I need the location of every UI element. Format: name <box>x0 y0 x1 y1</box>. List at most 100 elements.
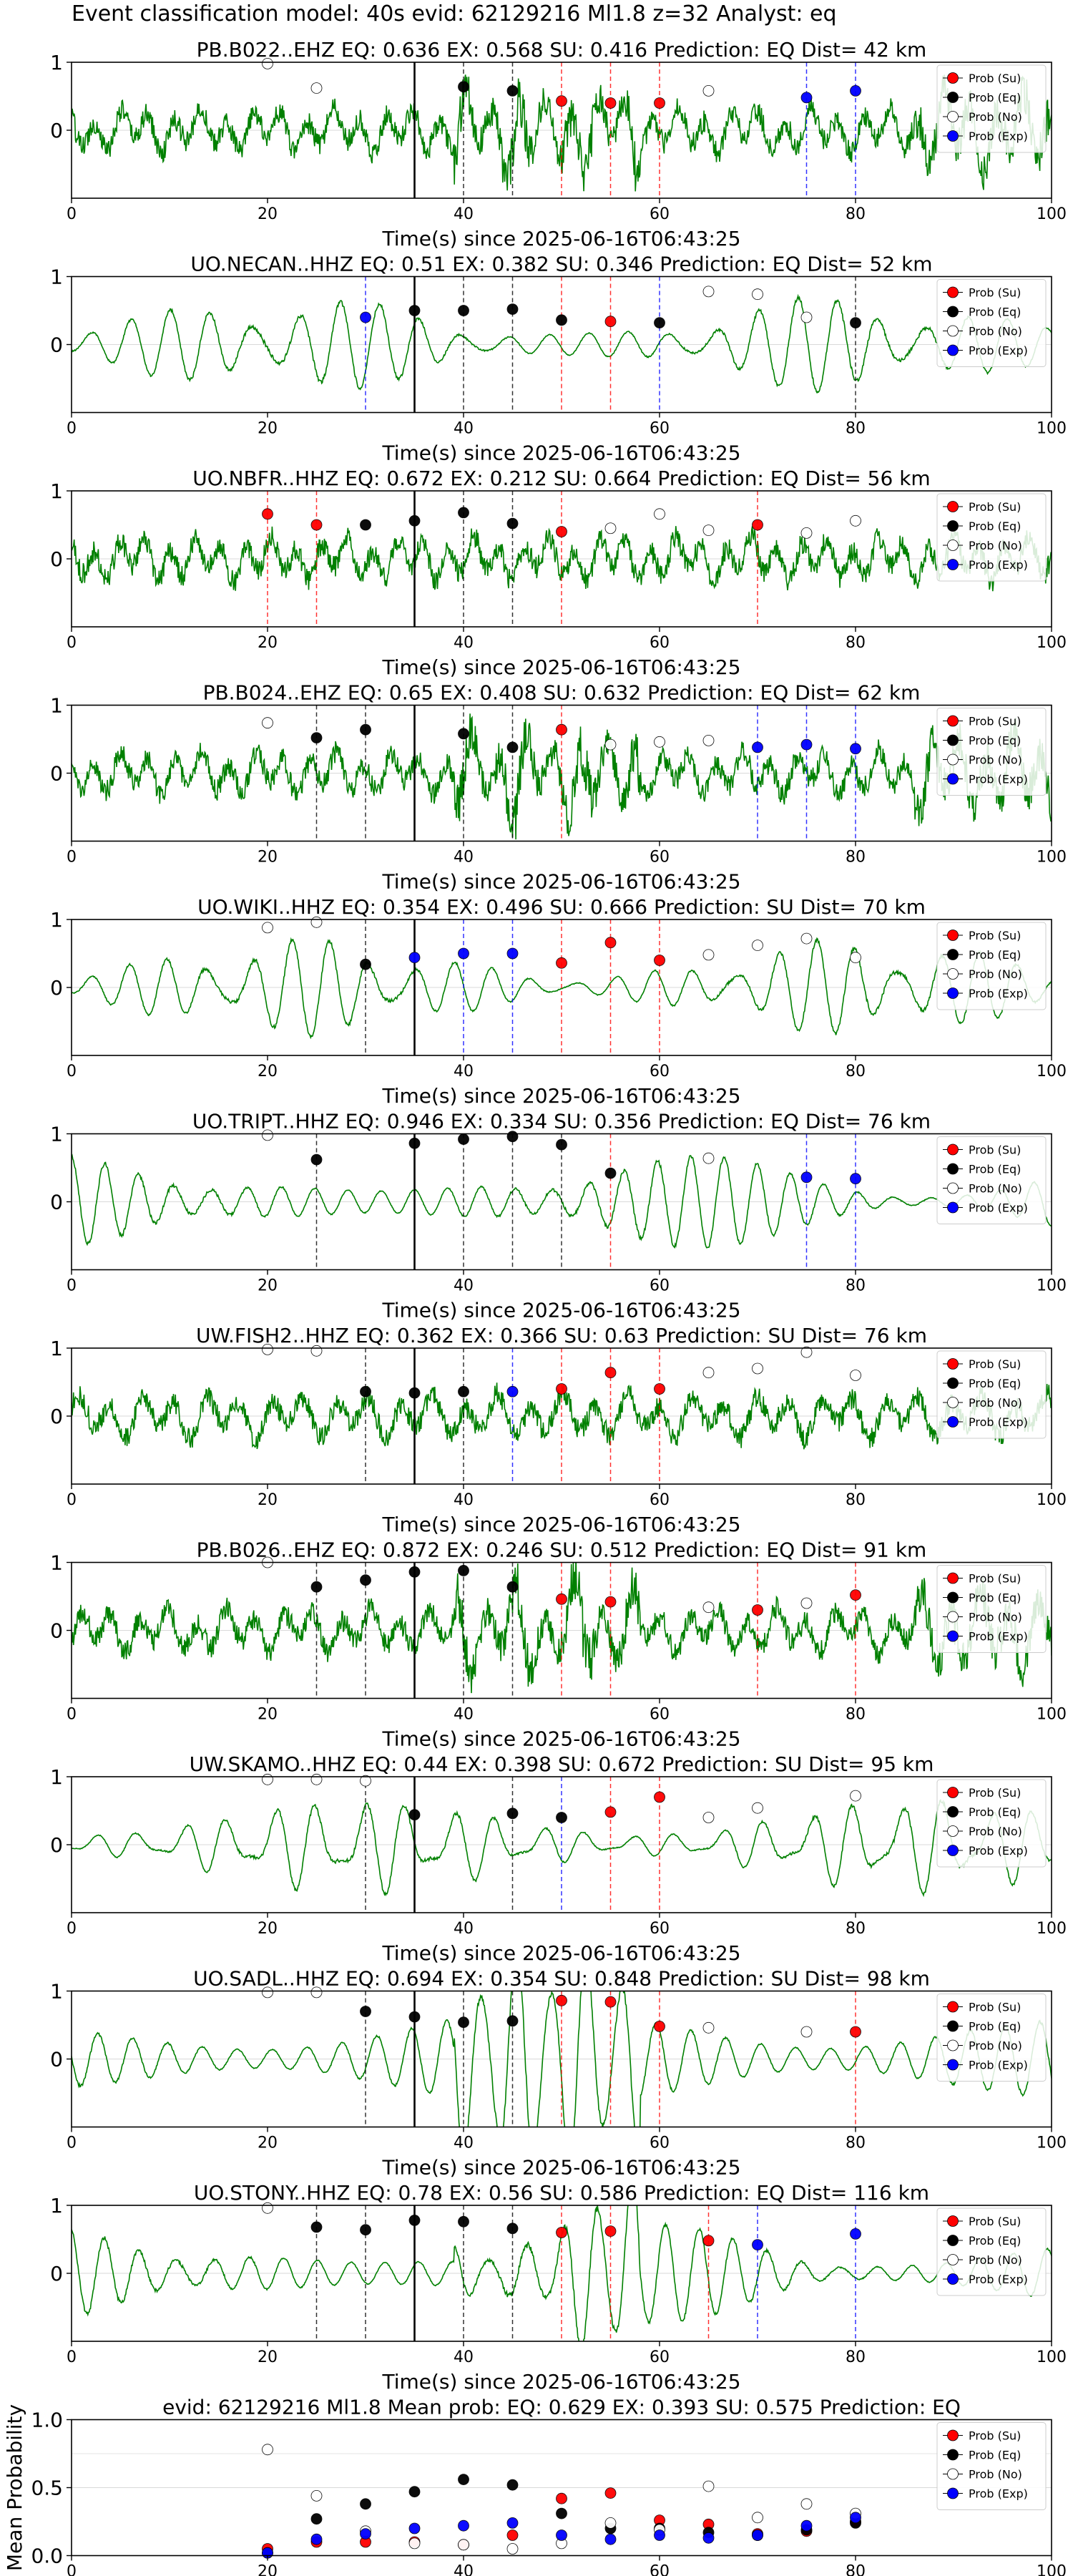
legend-label: Prob (Su) <box>969 2001 1021 2014</box>
x-tick-label: 80 <box>846 2348 866 2366</box>
legend-label: Prob (Exp) <box>969 1415 1028 1429</box>
probability-point <box>604 522 617 535</box>
x-tick-label: 40 <box>454 849 474 867</box>
probability-point <box>850 514 861 527</box>
legend-label: Prob (No) <box>969 2253 1022 2267</box>
x-tick-label: 0 <box>67 634 77 652</box>
mean-probability-point <box>604 2533 617 2545</box>
probability-point <box>556 1138 567 1151</box>
probability-point <box>702 1812 715 1823</box>
probability-point <box>654 736 665 748</box>
x-tick-label: 20 <box>258 1920 278 1938</box>
probability-point <box>654 955 665 966</box>
legend-label: Prob (No) <box>969 2468 1022 2482</box>
panel-title: UO.STONY..HHZ EQ: 0.78 EX: 0.56 SU: 0.58… <box>194 2181 929 2205</box>
legend-label: Prob (Eq) <box>969 1163 1021 1176</box>
mean-probability-point <box>752 2512 763 2524</box>
y-tick-label: 0 <box>50 547 63 571</box>
y-tick-label: 1.0 <box>31 2409 63 2432</box>
probability-point <box>360 311 371 323</box>
waveform-panel: UO.TRIPT..HHZ EQ: 0.946 EX: 0.334 SU: 0.… <box>50 1110 1067 1322</box>
waveform-trace <box>72 1562 1052 1694</box>
y-tick-label: 1 <box>50 1123 63 1146</box>
x-axis-label: Time(s) since 2025-06-16T06:43:25 <box>381 655 740 679</box>
x-tick-label: 80 <box>846 2135 866 2152</box>
y-tick-label: 1 <box>50 2194 63 2218</box>
probability-point <box>556 95 567 107</box>
x-tick-label: 100 <box>1037 1063 1067 1080</box>
x-tick-label: 40 <box>454 1277 474 1295</box>
probability-point <box>752 1604 763 1616</box>
legend-marker <box>947 1787 959 1798</box>
probability-point <box>506 1385 519 1397</box>
x-tick-label: 20 <box>258 1491 278 1509</box>
x-tick-label: 60 <box>650 849 670 867</box>
y-tick-label: 0 <box>50 333 63 357</box>
legend-marker <box>947 1416 959 1428</box>
legend-marker <box>947 1397 959 1408</box>
x-tick-label: 100 <box>1037 1920 1067 1938</box>
probability-point <box>310 1153 323 1166</box>
x-axis-label: Time(s) since 2025-06-16T06:43:25 <box>381 441 740 465</box>
mean-probability-point <box>752 2529 763 2541</box>
x-tick-label: 60 <box>650 2348 670 2366</box>
x-tick-label: 80 <box>846 849 866 867</box>
x-axis-label: Time(s) since 2025-06-16T06:43:25 <box>381 1727 740 1751</box>
waveform-panel: UO.SADL..HHZ EQ: 0.694 EX: 0.354 SU: 0.8… <box>50 1967 1067 2180</box>
probability-point <box>752 940 763 951</box>
x-tick-label: 0 <box>67 1491 77 1509</box>
probability-point <box>458 947 469 960</box>
probability-point <box>702 1367 715 1379</box>
probability-point <box>408 1137 421 1149</box>
probability-point <box>556 1383 567 1395</box>
mean-probability-point <box>506 2479 519 2491</box>
legend-marker <box>947 715 959 727</box>
legend-label: Prob (No) <box>969 1182 1022 1196</box>
x-tick-label: 100 <box>1037 1491 1067 1509</box>
x-tick-label: 20 <box>258 2135 278 2152</box>
legend-marker <box>947 2001 959 2013</box>
x-tick-label: 80 <box>846 1491 866 1509</box>
mean-probability-point <box>458 2539 469 2551</box>
probability-point <box>850 2228 861 2240</box>
legend-box <box>936 1994 1047 2082</box>
legend-label: Prob (Su) <box>969 500 1021 514</box>
legend-label: Prob (Exp) <box>969 1201 1028 1215</box>
probability-point <box>458 507 469 519</box>
probability-point <box>310 732 323 743</box>
probability-point <box>506 2015 519 2027</box>
y-tick-label: 0 <box>50 762 63 786</box>
probability-point <box>800 92 813 104</box>
x-tick-label: 0 <box>67 2563 77 2576</box>
legend-label: Prob (Eq) <box>969 1377 1021 1390</box>
x-tick-label: 100 <box>1037 2135 1067 2152</box>
legend-label: Prob (No) <box>969 1611 1022 1624</box>
x-tick-label: 60 <box>650 2135 670 2152</box>
legend-marker <box>947 1163 959 1175</box>
probability-point <box>506 1807 519 1820</box>
mean-probability-point <box>262 2444 273 2456</box>
x-tick-label: 80 <box>846 1920 866 1938</box>
probability-point <box>604 316 617 328</box>
y-tick-label: 1 <box>50 908 63 932</box>
mean-probability-point <box>506 2517 519 2529</box>
probability-point <box>654 1383 665 1395</box>
probability-point <box>506 517 519 530</box>
legend-label: Prob (Su) <box>969 2215 1021 2228</box>
legend-box <box>936 493 1047 582</box>
mean-probability-point <box>408 2486 421 2498</box>
legend-label: Prob (No) <box>969 1825 1022 1838</box>
legend-marker <box>947 559 959 570</box>
probability-point <box>850 317 861 329</box>
legend-label: Prob (No) <box>969 110 1022 124</box>
mean-probability-point <box>506 2529 519 2541</box>
probability-point <box>800 1597 813 1609</box>
waveform-panel: UW.FISH2..HHZ EQ: 0.362 EX: 0.366 SU: 0.… <box>50 1324 1067 1536</box>
mean-probability-point <box>360 2528 371 2540</box>
legend-label: Prob (Eq) <box>969 2449 1021 2462</box>
legend-marker <box>947 325 959 337</box>
probability-point <box>360 1775 371 1787</box>
y-tick-label: 1 <box>50 1551 63 1575</box>
mean-probability-point <box>310 2513 323 2525</box>
mean-probability-point <box>408 2522 421 2534</box>
